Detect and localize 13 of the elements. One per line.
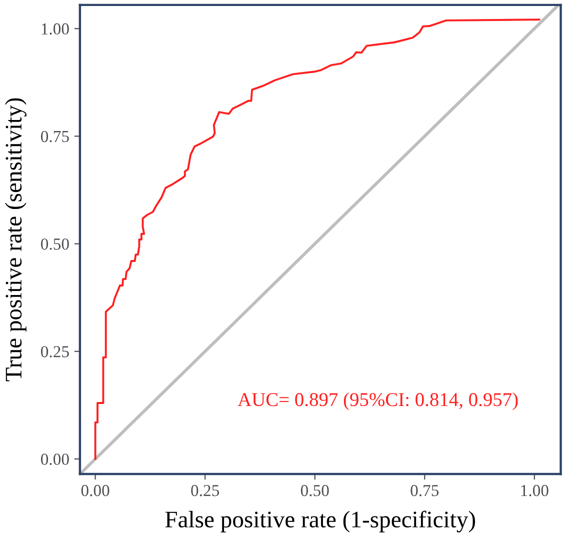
y-axis-title: True positive rate (sensitivity) (4, 98, 26, 382)
annotation: AUC= 0.897 (95%CI: 0.814, 0.957) (238, 392, 518, 410)
x-tick-label: 0.50 (300, 484, 329, 496)
y-tick-label: 0.75 (41, 130, 69, 142)
y-tick-label: 0.00 (41, 454, 69, 465)
x-tick-label: 0.75 (410, 484, 439, 496)
x-axis-title: False positive rate (1-specificity) (165, 510, 476, 532)
x-tick-label: 0.25 (191, 484, 220, 496)
x-tick-label: 0.00 (81, 484, 110, 496)
y-tick-label: 0.50 (41, 238, 69, 250)
y-tick-label: 0.25 (41, 346, 69, 358)
x-tick-label: 1.00 (521, 484, 548, 496)
y-tick-label: 1.00 (42, 23, 69, 35)
